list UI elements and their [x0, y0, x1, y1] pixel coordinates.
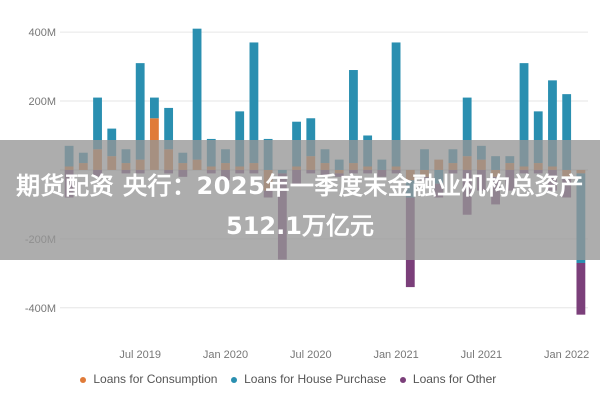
y-tick-label: -400M — [25, 303, 56, 315]
bar-segment-house-purchase — [519, 63, 529, 167]
legend-label-other: Loans for Other — [412, 372, 497, 386]
legend-label-house-purchase: Loans for House Purchase — [244, 372, 387, 386]
headline-banner: 期货配资 央行：2025年一季度末金融业机构总资产 512.1万亿元 — [0, 140, 600, 260]
bar-segment-house-purchase — [93, 97, 102, 150]
y-tick-label: 400M — [28, 27, 56, 39]
bar-segment-house-purchase — [235, 111, 245, 167]
legend-item-consumption: Loans for Consumption — [80, 372, 217, 386]
legend-item-house-purchase: Loans for House Purchase — [230, 372, 387, 386]
bar-segment-house-purchase — [192, 28, 202, 160]
bar-segment-house-purchase — [149, 97, 159, 119]
legend-label-consumption: Loans for Consumption — [93, 372, 218, 386]
bar-segment-house-purchase — [164, 107, 174, 150]
legend-swatch-house-purchase — [230, 376, 237, 383]
bar-segment-house-purchase — [562, 94, 572, 170]
legend-swatch-consumption — [80, 376, 86, 383]
bar-segment-other — [576, 262, 586, 315]
legend-item-other: Loans for Other — [399, 372, 497, 386]
headline-line-2: 512.1万亿元 — [226, 212, 374, 240]
legend-swatch-other — [399, 376, 406, 383]
x-tick-label: Jul 2021 — [461, 349, 503, 361]
x-tick-label: Jul 2020 — [290, 349, 332, 361]
bar-segment-house-purchase — [306, 118, 316, 157]
bar-segment-house-purchase — [135, 63, 145, 160]
headline-line-1: 期货配资 央行：2025年一季度末金融业机构总资产 — [16, 172, 584, 200]
x-tick-label: Jul 2019 — [119, 349, 161, 361]
bar-segment-house-purchase — [349, 70, 358, 164]
bar-segment-house-purchase — [533, 111, 543, 164]
chart-legend: Loans for Consumption Loans for House Pu… — [80, 372, 506, 386]
x-tick-label: Jan 2022 — [544, 349, 589, 361]
bar-segment-house-purchase — [249, 42, 259, 164]
bar-segment-house-purchase — [548, 80, 557, 167]
y-tick-label: 200M — [28, 96, 56, 108]
bar-segment-house-purchase — [462, 97, 472, 157]
bar-segment-house-purchase — [391, 42, 401, 167]
x-tick-label: Jan 2021 — [373, 349, 418, 361]
x-tick-label: Jan 2020 — [203, 349, 248, 361]
